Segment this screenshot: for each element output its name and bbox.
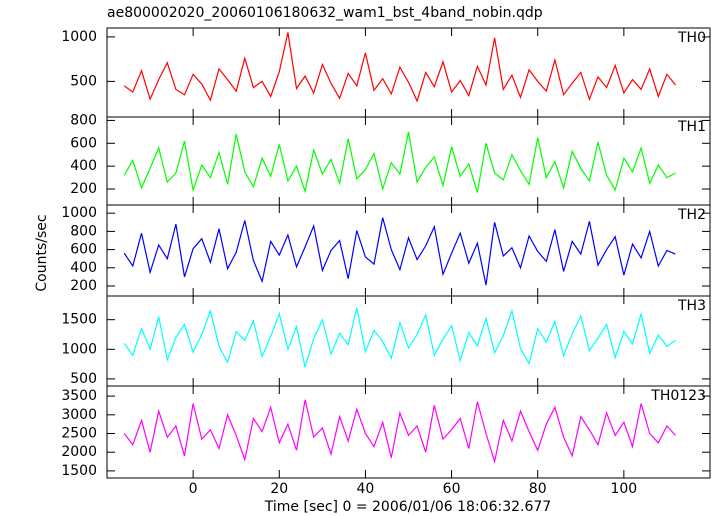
x-axis-label: Time [sec] 0 = 2006/01/06 18:06:32.677: [264, 499, 551, 515]
y-tick-label: 1500: [61, 463, 97, 479]
y-tick-label: 1000: [61, 341, 97, 357]
y-tick-label: 1000: [61, 29, 97, 45]
y-tick-label: 3000: [61, 407, 97, 423]
y-tick-label: 200: [70, 181, 97, 197]
y-tick-label: 800: [70, 223, 97, 239]
y-tick-label: 2000: [61, 444, 97, 460]
series-line: [123, 307, 676, 368]
y-tick-label: 3500: [61, 388, 97, 404]
panel-frame: [106, 204, 711, 297]
y-tick-label: 2500: [61, 425, 97, 441]
y-tick-label: 400: [70, 158, 97, 174]
panel-frame: [106, 27, 711, 118]
x-tick-label: 40: [357, 481, 375, 497]
x-tick-label: 0: [189, 481, 198, 497]
panel-label: TH1: [677, 119, 706, 135]
y-tick-label: 600: [70, 242, 97, 258]
y-axis-label: Counts/sec: [34, 214, 50, 291]
x-tick-label: 100: [610, 481, 637, 497]
y-tick-label: 500: [70, 73, 97, 89]
series-line: [123, 32, 676, 103]
x-tick-label: 60: [443, 481, 461, 497]
panel-label: TH0123: [650, 388, 706, 404]
y-tick-label: 800: [70, 112, 97, 128]
panel-frame: [106, 385, 711, 479]
panel-frame: [106, 295, 711, 387]
chart-title: ae800002020_20060106180632_wam1_bst_4ban…: [107, 5, 543, 21]
panel-label: TH0: [677, 30, 706, 46]
y-tick-label: 1500: [61, 312, 97, 328]
y-tick-label: 200: [70, 278, 97, 294]
y-tick-label: 400: [70, 260, 97, 276]
x-tick-label: 20: [270, 481, 288, 497]
panel-frame: [106, 116, 711, 206]
x-tick-label: 80: [529, 481, 547, 497]
series-line: [123, 399, 676, 464]
y-tick-label: 1000: [61, 205, 97, 221]
series-line: [123, 217, 676, 286]
y-tick-label: 600: [70, 135, 97, 151]
y-tick-label: 500: [70, 371, 97, 387]
panel-label: TH3: [677, 298, 706, 314]
series-line: [123, 131, 676, 194]
panel-label: TH2: [677, 207, 706, 223]
